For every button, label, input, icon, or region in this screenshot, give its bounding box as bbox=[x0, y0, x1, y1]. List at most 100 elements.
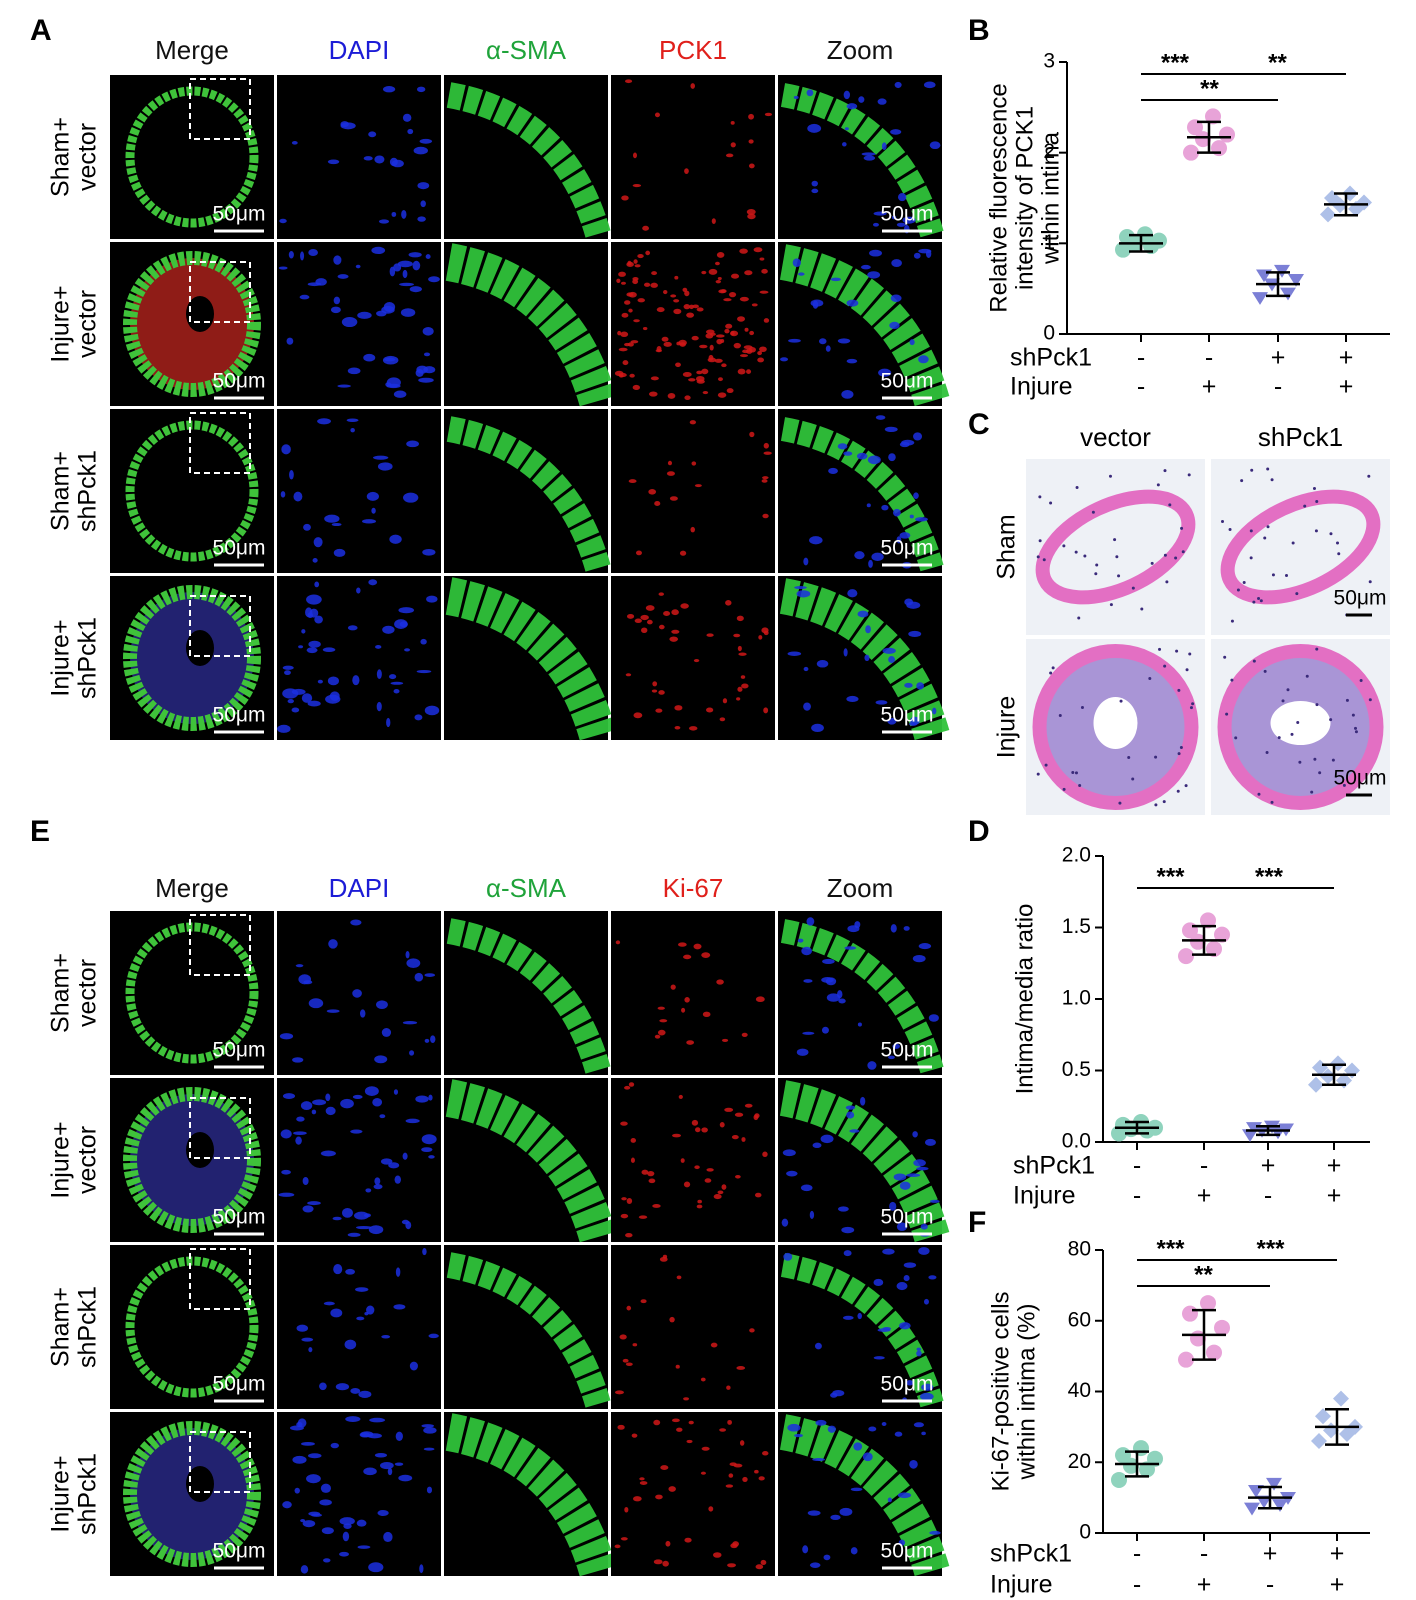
cell bbox=[695, 1127, 701, 1133]
cell bbox=[368, 131, 377, 138]
cell bbox=[303, 523, 311, 531]
cell bbox=[861, 152, 876, 156]
nucleus bbox=[1291, 541, 1295, 545]
cell bbox=[391, 159, 404, 168]
vessel-wall bbox=[1035, 489, 1196, 605]
cell bbox=[810, 299, 824, 307]
cell bbox=[296, 1324, 309, 1332]
cell bbox=[647, 1170, 655, 1177]
cell bbox=[620, 1121, 628, 1126]
cell bbox=[312, 558, 318, 563]
cell bbox=[738, 652, 747, 656]
nucleus bbox=[1119, 699, 1123, 703]
zoom-box bbox=[189, 1097, 251, 1159]
cell bbox=[368, 1225, 384, 1235]
nucleus bbox=[1310, 790, 1314, 794]
cell bbox=[723, 298, 732, 302]
cell bbox=[763, 451, 772, 455]
cell bbox=[857, 1312, 862, 1320]
cell bbox=[357, 311, 372, 319]
cell bbox=[319, 1382, 327, 1391]
cell bbox=[381, 1028, 392, 1037]
cell bbox=[299, 294, 310, 300]
vessel-wall bbox=[125, 86, 259, 228]
row-label: Injure bbox=[993, 696, 1021, 759]
cell bbox=[797, 938, 804, 943]
cell bbox=[727, 1563, 736, 1568]
cell bbox=[342, 1207, 353, 1218]
data-point bbox=[1147, 1450, 1163, 1467]
y-tick-label: 80 bbox=[1068, 1238, 1091, 1261]
nucleus bbox=[1263, 536, 1267, 540]
cell bbox=[906, 601, 921, 609]
scale-bar-label: 50μm bbox=[213, 1206, 266, 1229]
cell bbox=[684, 290, 690, 297]
cell bbox=[846, 103, 858, 110]
cell bbox=[882, 1248, 895, 1255]
cell bbox=[725, 153, 734, 158]
cell bbox=[792, 258, 801, 267]
cell bbox=[409, 1361, 418, 1371]
nucleus bbox=[1163, 469, 1167, 473]
micrograph bbox=[444, 1078, 617, 1243]
cell bbox=[860, 264, 871, 270]
cell bbox=[381, 1334, 391, 1339]
row-label: Sham+ bbox=[47, 451, 75, 531]
cell bbox=[688, 378, 696, 382]
nucleus bbox=[1108, 474, 1112, 478]
micrograph bbox=[277, 1245, 441, 1409]
cell bbox=[363, 156, 373, 161]
nucleus bbox=[1038, 495, 1042, 499]
nucleus bbox=[1074, 771, 1078, 775]
cell bbox=[741, 1032, 748, 1037]
cell bbox=[289, 469, 294, 480]
cell bbox=[629, 373, 635, 378]
cell bbox=[740, 675, 746, 679]
row-label: vector bbox=[74, 290, 102, 358]
micrograph-background bbox=[611, 409, 775, 573]
zoom-box bbox=[189, 261, 251, 323]
cell bbox=[729, 1462, 737, 1467]
cell bbox=[640, 614, 649, 621]
cell bbox=[428, 276, 440, 283]
cell bbox=[657, 1006, 665, 1010]
cell bbox=[706, 633, 714, 637]
cell bbox=[420, 200, 426, 208]
factor-name: shPck1 bbox=[990, 1540, 1072, 1568]
cell bbox=[846, 299, 859, 307]
cell bbox=[618, 271, 626, 277]
cell bbox=[691, 1119, 699, 1126]
cell bbox=[736, 615, 744, 622]
data-point bbox=[1133, 1440, 1149, 1457]
cell bbox=[355, 1287, 369, 1292]
row-label: Injure+ bbox=[47, 619, 75, 696]
data-point bbox=[1115, 1447, 1131, 1464]
nucleus bbox=[1271, 573, 1275, 577]
nucleus bbox=[1049, 501, 1053, 505]
cell bbox=[402, 269, 408, 279]
cell bbox=[395, 1267, 401, 1277]
cell bbox=[417, 182, 430, 190]
cell bbox=[368, 579, 378, 586]
cell bbox=[355, 1225, 372, 1230]
cell bbox=[632, 183, 642, 188]
cell bbox=[809, 1562, 821, 1568]
cell bbox=[814, 1342, 822, 1350]
cell bbox=[373, 1184, 383, 1190]
cell bbox=[633, 1496, 642, 1502]
cell bbox=[892, 1043, 900, 1049]
cell bbox=[747, 213, 756, 220]
data-point bbox=[1219, 126, 1235, 143]
cell bbox=[394, 1175, 401, 1184]
nucleus bbox=[1177, 688, 1181, 692]
cell bbox=[306, 594, 322, 605]
cell bbox=[415, 368, 424, 377]
cell bbox=[816, 660, 829, 668]
cell bbox=[616, 278, 621, 283]
cell bbox=[374, 1453, 387, 1458]
cell bbox=[932, 707, 937, 715]
cell bbox=[279, 218, 287, 224]
cell bbox=[787, 651, 802, 656]
cell bbox=[420, 638, 427, 645]
cell bbox=[902, 216, 916, 224]
